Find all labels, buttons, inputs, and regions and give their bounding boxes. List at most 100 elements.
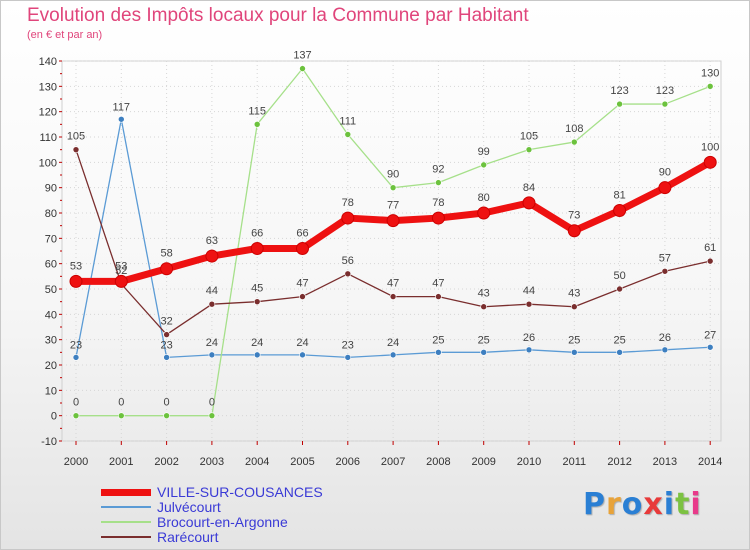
data-label: 44 [523,285,535,297]
data-point [344,270,352,278]
data-point [525,300,533,308]
data-label: 66 [296,227,308,239]
data-label: 58 [160,248,172,260]
data-label: 24 [296,337,308,349]
x-tick-label: 2000 [64,456,88,468]
data-point [163,412,170,419]
data-point [570,349,578,356]
data-point [389,184,397,191]
data-label: 32 [160,316,172,328]
legend-swatch [101,521,151,523]
legend-label: Julvécourt [157,499,221,515]
data-point [118,115,125,123]
data-point [72,412,80,419]
legend-swatch [101,506,151,508]
data-point [658,181,672,195]
data-label: 90 [659,167,671,179]
data-point [72,354,80,361]
data-point [160,262,174,276]
data-label: 44 [206,285,218,297]
data-label: 24 [251,337,263,349]
x-tick-label: 2003 [200,456,224,468]
data-point [163,331,170,338]
data-label: 0 [118,397,124,409]
series-brocourt-en-argonne: 0 0 0 0 115 137 111 90 92 99 105 108 123 123 130 [72,50,719,419]
x-tick-label: 2010 [517,456,541,468]
data-label: 56 [342,255,354,267]
legend-item-brocourt[interactable]: Brocourt-en-Argonne [101,514,421,530]
data-point [525,346,533,354]
data-point [435,293,442,300]
data-label: 78 [342,197,354,209]
data-label: 24 [206,337,218,349]
y-tick-label: 50 [45,284,57,296]
data-label: 78 [432,197,444,209]
data-point [616,285,623,293]
data-point [616,349,623,356]
data-point [118,412,125,419]
data-label: 84 [523,182,535,194]
legend-label: Brocourt-en-Argonne [157,514,288,530]
data-label: 53 [115,260,127,272]
y-tick-label: 20 [45,360,57,372]
data-label: 115 [248,105,266,117]
data-point [299,293,306,300]
data-point [344,354,352,361]
data-label: 61 [704,242,716,254]
data-point [114,274,128,288]
series-line [76,67,711,417]
y-tick-label: 70 [45,233,57,245]
data-label: 23 [160,339,172,351]
data-label: 50 [613,270,625,282]
data-point [703,155,717,169]
data-label: 130 [701,67,719,79]
y-tick-label: 110 [39,132,57,144]
data-point [389,293,397,300]
data-label: 25 [568,334,580,346]
x-tick-label: 2007 [381,456,405,468]
legend-item-julvecourt[interactable]: Julvécourt [101,499,421,515]
data-label: 45 [251,283,263,295]
data-point [296,241,309,255]
data-label: 57 [659,252,671,264]
x-tick-label: 2009 [471,456,495,468]
data-point [661,267,669,275]
data-point [480,349,488,356]
data-point [69,274,83,288]
data-point [706,343,714,351]
legend-item-ville[interactable]: VILLE-SUR-COUSANCES [101,484,421,500]
data-point [389,351,397,359]
data-point [570,303,578,311]
data-label: 23 [342,339,354,351]
legend-label: Rarécourt [157,529,219,545]
data-point [480,303,488,311]
data-label: 108 [565,123,583,135]
data-point [567,224,581,238]
x-tick-label: 2012 [607,456,631,468]
y-tick-label: 10 [45,385,57,397]
data-point [661,100,669,108]
data-point [435,349,442,356]
data-label: 43 [478,288,490,300]
data-point [616,100,623,108]
data-label: 47 [296,278,308,290]
data-point [706,257,714,265]
chart-legend: VILLE-SUR-COUSANCES Julvécourt Brocourt-… [101,484,421,545]
legend-item-rarecourt[interactable]: Rarécourt [101,529,421,545]
data-point [208,351,216,359]
data-point [570,138,578,146]
data-point [435,179,442,186]
data-label: 63 [206,235,218,247]
logo-letter: t [675,487,691,522]
x-tick-label: 2005 [290,456,314,468]
data-point [72,146,80,153]
data-label: 80 [478,192,490,204]
logo-letter: i [663,487,676,522]
data-label: 27 [704,329,716,341]
x-tick-label: 2001 [109,456,133,468]
data-label: 77 [387,200,399,212]
data-point [525,146,533,153]
data-label: 66 [251,227,263,239]
data-point [253,351,261,359]
series-rar-court: 105 52 32 44 45 47 56 47 47 43 44 43 50 57 61 [67,131,716,338]
